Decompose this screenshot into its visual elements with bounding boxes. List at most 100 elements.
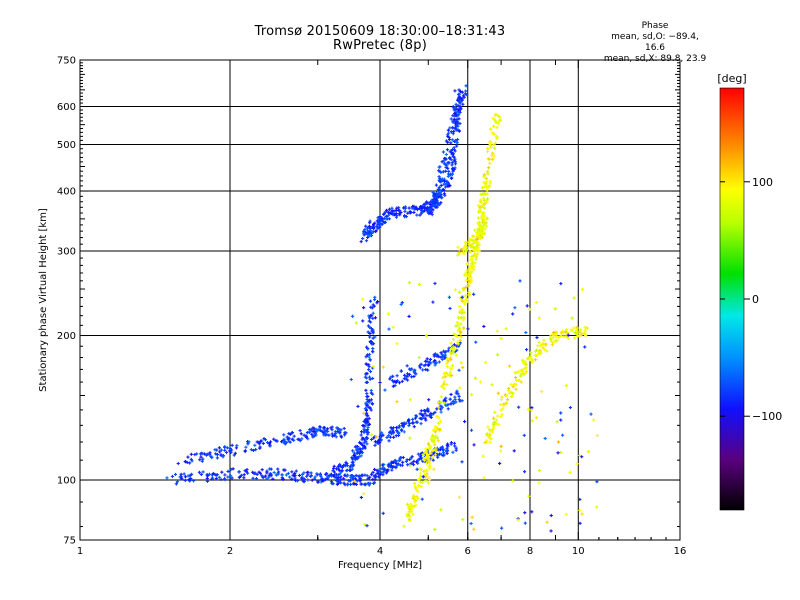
scatter-point bbox=[261, 441, 265, 446]
scatter-point bbox=[198, 458, 202, 462]
scatter-point bbox=[505, 401, 509, 405]
scatter-point bbox=[367, 416, 371, 421]
scatter-point bbox=[460, 311, 465, 315]
scatter-point bbox=[373, 335, 377, 339]
scatter-point bbox=[334, 435, 338, 439]
scatter-point bbox=[388, 435, 392, 439]
scatter-point bbox=[449, 373, 454, 377]
scatter-point bbox=[295, 479, 300, 483]
scatter-point bbox=[286, 471, 290, 475]
scatter-point bbox=[592, 418, 596, 422]
scatter-point bbox=[371, 376, 375, 381]
scatter-point bbox=[417, 282, 422, 287]
scatter-point bbox=[441, 150, 446, 154]
scatter-point bbox=[545, 349, 549, 353]
scatter-point bbox=[376, 220, 380, 224]
scatter-point bbox=[220, 470, 224, 474]
scatter-point bbox=[421, 475, 425, 479]
scatter-point bbox=[473, 261, 477, 265]
scatter-point bbox=[180, 477, 184, 481]
scatter-point bbox=[456, 329, 460, 333]
scatter-point bbox=[191, 479, 196, 483]
scatter-point bbox=[364, 439, 368, 443]
scatter-point bbox=[443, 185, 448, 189]
scatter-point bbox=[290, 477, 294, 481]
scatter-point bbox=[578, 453, 582, 458]
scatter-point bbox=[382, 470, 386, 474]
scatter-point bbox=[368, 358, 372, 362]
x-tick-label: 6 bbox=[465, 546, 471, 557]
scatter-point bbox=[477, 227, 482, 232]
scatter-point bbox=[453, 347, 457, 351]
scatter-point bbox=[475, 252, 480, 256]
scatter-point bbox=[359, 454, 363, 458]
scatter-point bbox=[280, 473, 284, 477]
scatter-point bbox=[509, 382, 513, 387]
scatter-point bbox=[366, 346, 370, 351]
scatter-point bbox=[452, 108, 456, 112]
scatter-point bbox=[319, 480, 323, 484]
scatter-point bbox=[332, 464, 336, 468]
scatter-point bbox=[461, 318, 465, 322]
scatter-point bbox=[480, 229, 485, 233]
scatter-point bbox=[372, 481, 376, 485]
scatter-point bbox=[416, 489, 420, 493]
scatter-point bbox=[424, 447, 428, 451]
scatter-point bbox=[380, 463, 385, 467]
scatter-point bbox=[491, 416, 496, 420]
scatter-point bbox=[488, 161, 492, 165]
scatter-point bbox=[433, 410, 437, 414]
scatter-point bbox=[436, 421, 441, 425]
scatter-point bbox=[441, 170, 445, 174]
scatter-point bbox=[269, 467, 273, 471]
scatter-point bbox=[478, 224, 482, 229]
scatter-point bbox=[393, 384, 397, 388]
scatter-point bbox=[373, 443, 377, 447]
scatter-point bbox=[258, 445, 262, 449]
scatter-point bbox=[253, 443, 257, 447]
scatter-point bbox=[537, 481, 541, 485]
scatter-point bbox=[566, 333, 570, 337]
scatter-point bbox=[318, 473, 323, 477]
scatter-point bbox=[199, 472, 203, 477]
scatter-point bbox=[189, 457, 193, 461]
scatter-point bbox=[575, 325, 579, 329]
scatter-point bbox=[442, 156, 447, 161]
scatter-point bbox=[408, 368, 412, 372]
scatter-point bbox=[496, 414, 500, 418]
scatter-point bbox=[552, 330, 556, 335]
scatter-point bbox=[430, 213, 434, 217]
scatter-point bbox=[383, 388, 387, 392]
scatter-point bbox=[464, 84, 468, 88]
scatter-point bbox=[475, 243, 480, 247]
scatter-point bbox=[379, 438, 384, 442]
scatter-point bbox=[305, 431, 309, 435]
scatter-point bbox=[499, 402, 503, 407]
scatter-point bbox=[528, 354, 533, 358]
scatter-point bbox=[448, 150, 452, 154]
scatter-point bbox=[408, 463, 412, 468]
scatter-point bbox=[437, 355, 441, 359]
scatter-point bbox=[352, 454, 356, 458]
scatter-point bbox=[448, 156, 452, 160]
scatter-point bbox=[472, 245, 477, 250]
scatter-point bbox=[492, 154, 496, 158]
scatter-point bbox=[332, 433, 336, 438]
scatter-point bbox=[362, 427, 366, 431]
scatter-point bbox=[498, 461, 502, 466]
scatter-point bbox=[449, 392, 453, 397]
scatter-point bbox=[363, 420, 367, 424]
scatter-point bbox=[359, 240, 363, 244]
scatter-point bbox=[394, 208, 398, 212]
scatter-point bbox=[492, 146, 497, 150]
scatter-point bbox=[193, 452, 197, 457]
scatter-point bbox=[313, 475, 317, 479]
scatter-point bbox=[337, 468, 341, 472]
scatter-point bbox=[397, 426, 401, 430]
scatter-point bbox=[369, 398, 374, 402]
x-tick-label: 10 bbox=[572, 546, 585, 557]
scatter-point bbox=[219, 448, 223, 452]
scatter-point bbox=[441, 376, 445, 380]
scatter-point bbox=[539, 343, 543, 347]
scatter-point bbox=[408, 421, 412, 426]
